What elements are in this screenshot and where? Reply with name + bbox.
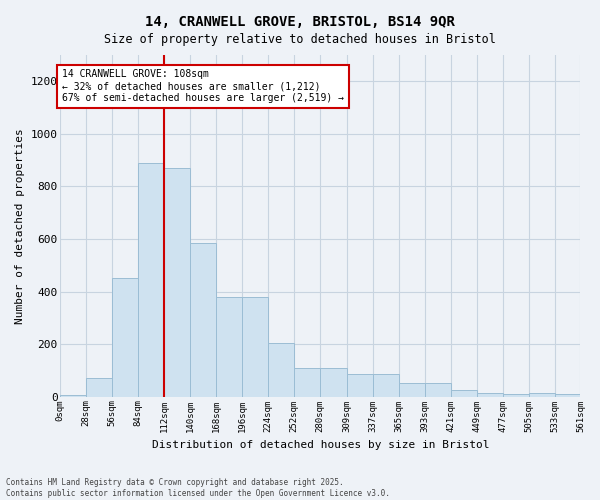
- Bar: [554, 394, 580, 396]
- Text: 14 CRANWELL GROVE: 108sqm
← 32% of detached houses are smaller (1,212)
67% of se: 14 CRANWELL GROVE: 108sqm ← 32% of detac…: [62, 70, 344, 102]
- Text: Contains HM Land Registry data © Crown copyright and database right 2025.
Contai: Contains HM Land Registry data © Crown c…: [6, 478, 390, 498]
- Bar: [476, 392, 503, 396]
- Bar: [86, 378, 112, 396]
- Bar: [112, 278, 138, 396]
- Bar: [164, 168, 190, 396]
- Bar: [347, 374, 373, 396]
- Bar: [320, 368, 347, 396]
- Bar: [294, 368, 320, 396]
- Bar: [425, 384, 451, 396]
- Bar: [399, 384, 425, 396]
- Bar: [216, 297, 242, 396]
- Text: 14, CRANWELL GROVE, BRISTOL, BS14 9QR: 14, CRANWELL GROVE, BRISTOL, BS14 9QR: [145, 15, 455, 29]
- Text: Size of property relative to detached houses in Bristol: Size of property relative to detached ho…: [104, 32, 496, 46]
- Bar: [268, 343, 294, 396]
- Bar: [138, 162, 164, 396]
- Y-axis label: Number of detached properties: Number of detached properties: [15, 128, 25, 324]
- Bar: [242, 297, 268, 396]
- Bar: [529, 392, 554, 396]
- Bar: [190, 243, 216, 396]
- X-axis label: Distribution of detached houses by size in Bristol: Distribution of detached houses by size …: [152, 440, 489, 450]
- Bar: [451, 390, 476, 396]
- Bar: [373, 374, 399, 396]
- Bar: [503, 394, 529, 396]
